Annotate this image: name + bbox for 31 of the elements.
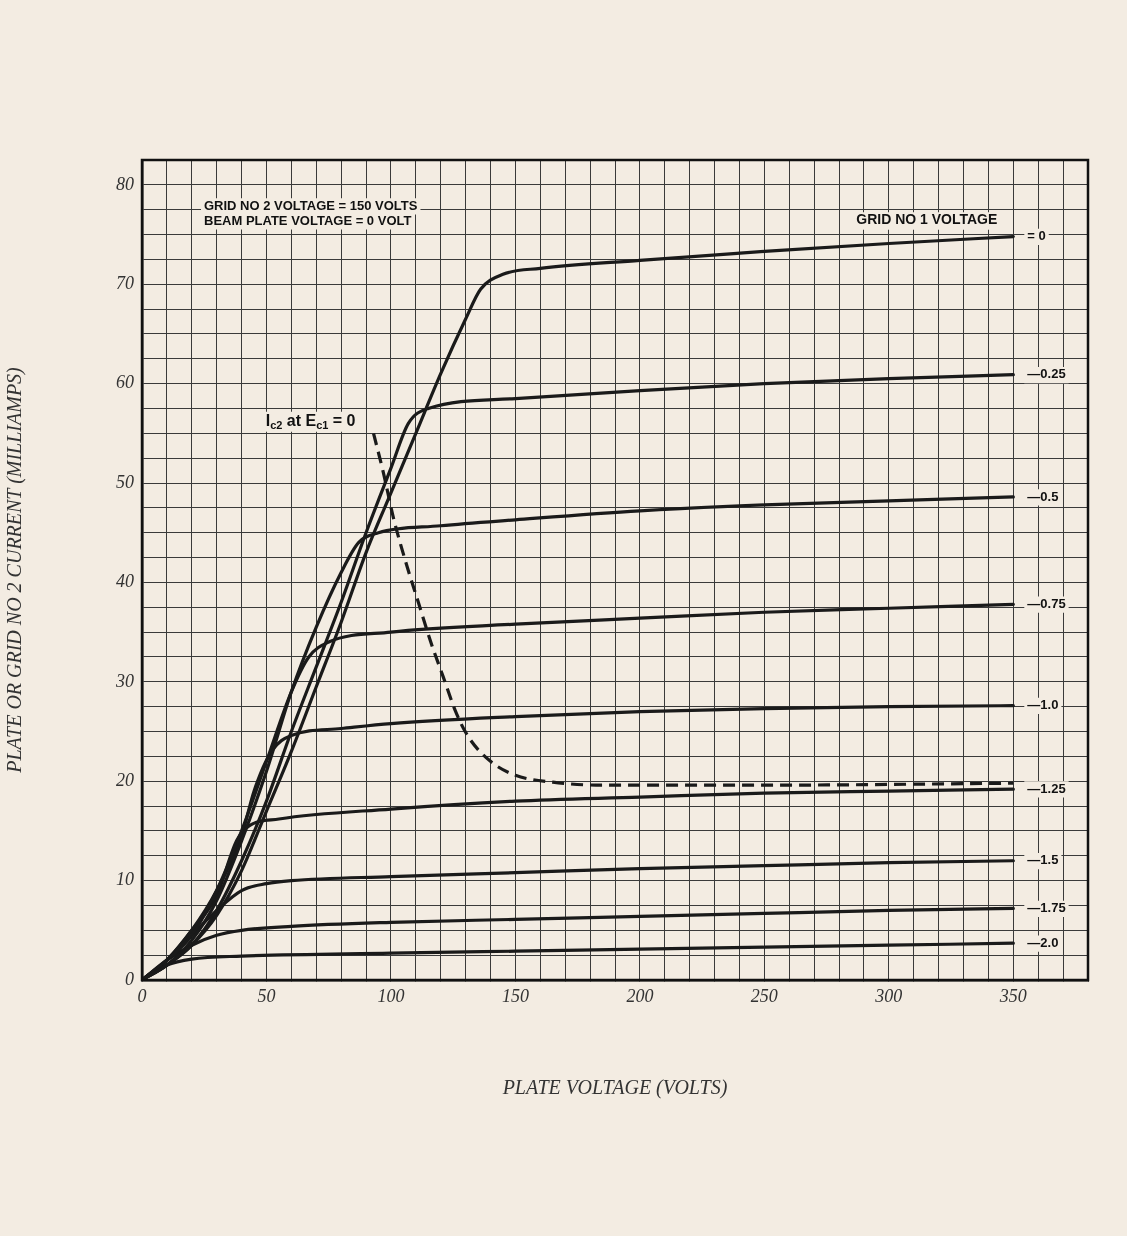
- series-label: —0.5: [1027, 488, 1059, 504]
- annotation: GRID NO 2 VOLTAGE = 150 VOLTS: [204, 197, 418, 213]
- x-tick-label: 50: [257, 985, 276, 1006]
- series-label: —1.5: [1027, 852, 1059, 868]
- series-label: = 0: [1027, 228, 1046, 244]
- series-label: —1.75: [1027, 900, 1066, 916]
- y-tick-label: 70: [116, 272, 134, 293]
- legend-title: GRID NO 1 VOLTAGE: [856, 211, 998, 228]
- y-tick-label: 20: [116, 769, 134, 790]
- x-axis-title: PLATE VOLTAGE (VOLTS): [501, 1076, 728, 1100]
- y-tick-label: 40: [116, 571, 134, 592]
- x-tick-label: 200: [626, 985, 654, 1006]
- x-tick-label: 100: [377, 985, 405, 1006]
- y-tick-label: 80: [116, 173, 134, 194]
- series-label: —0.75: [1027, 595, 1066, 611]
- y-tick-label: 10: [116, 869, 134, 890]
- x-tick-label: 250: [750, 985, 778, 1006]
- y-tick-label: 60: [116, 372, 134, 393]
- x-tick-label: 0: [137, 985, 147, 1006]
- x-tick-label: 150: [501, 985, 529, 1006]
- y-tick-label: 30: [115, 670, 134, 691]
- series-label: —1.0: [1027, 697, 1059, 713]
- y-tick-label: 0: [125, 968, 134, 989]
- x-tick-label: 350: [998, 985, 1027, 1006]
- y-axis-title: PLATE OR GRID NO 2 CURRENT (MILLIAMPS): [3, 366, 27, 774]
- series-label: —1.25: [1027, 780, 1066, 796]
- y-tick-label: 50: [116, 471, 134, 492]
- series-label: —0.25: [1027, 366, 1066, 382]
- series-label: —2.0: [1027, 934, 1059, 950]
- x-tick-label: 300: [874, 985, 903, 1006]
- annotation: BEAM PLATE VOLTAGE = 0 VOLT: [204, 212, 412, 228]
